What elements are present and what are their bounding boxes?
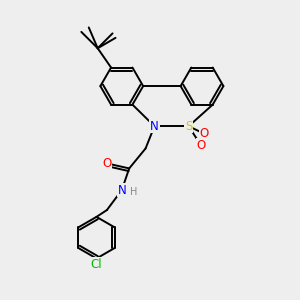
Text: Cl: Cl: [91, 258, 102, 271]
Text: N: N: [117, 184, 126, 196]
Text: O: O: [102, 157, 112, 170]
Text: H: H: [130, 187, 137, 196]
Text: N: N: [150, 120, 159, 133]
Text: O: O: [200, 127, 209, 140]
Text: S: S: [185, 120, 192, 133]
Text: O: O: [196, 139, 206, 152]
